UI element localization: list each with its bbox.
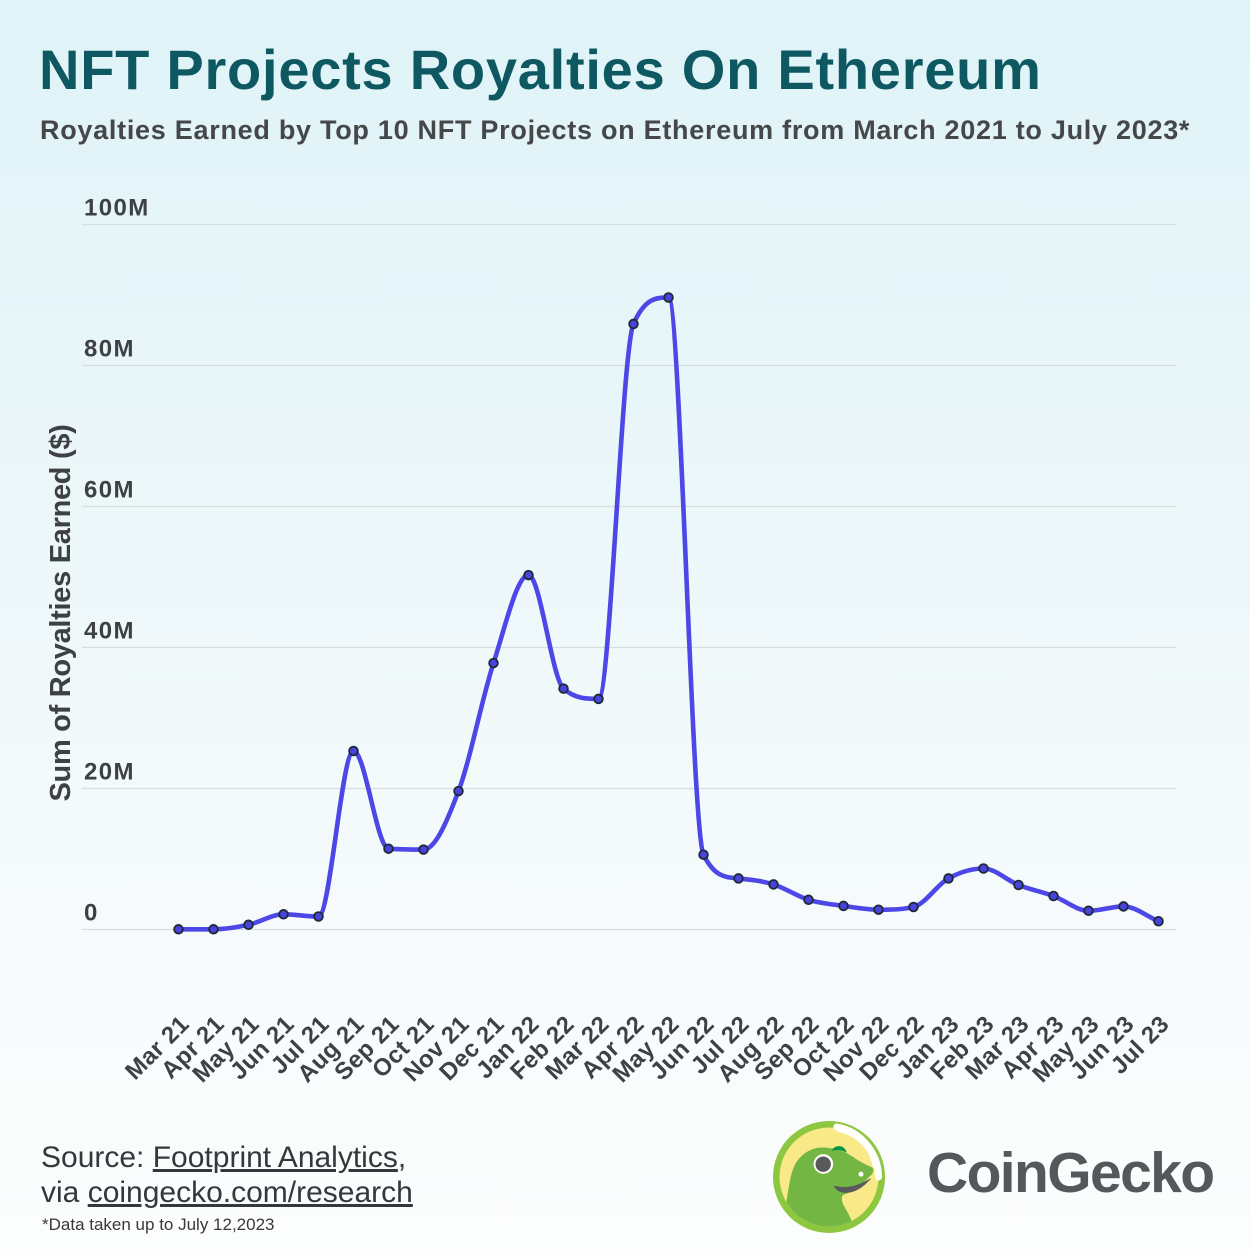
- svg-text:40M: 40M: [84, 618, 135, 645]
- svg-text:20M: 20M: [84, 759, 135, 786]
- svg-text:Source: Footprint Analytics,: Source: Footprint Analytics,: [41, 1141, 406, 1174]
- svg-text:*Data taken up to July 12,2023: *Data taken up to July 12,2023: [42, 1215, 275, 1234]
- svg-text:NFT Projects Royalties On Ethe: NFT Projects Royalties On Ethereum: [39, 38, 1042, 101]
- svg-text:CoinGecko: CoinGecko: [927, 1141, 1214, 1205]
- svg-text:via coingecko.com/research: via coingecko.com/research: [41, 1176, 413, 1209]
- svg-text:Sum of Royalties Earned ($): Sum of Royalties Earned ($): [45, 424, 77, 801]
- svg-text:60M: 60M: [84, 477, 135, 504]
- svg-text:0: 0: [84, 900, 99, 927]
- svg-text:100M: 100M: [84, 195, 150, 222]
- svg-text:80M: 80M: [84, 336, 135, 363]
- svg-text:Royalties Earned by Top 10 NFT: Royalties Earned by Top 10 NFT Projects …: [40, 115, 1190, 145]
